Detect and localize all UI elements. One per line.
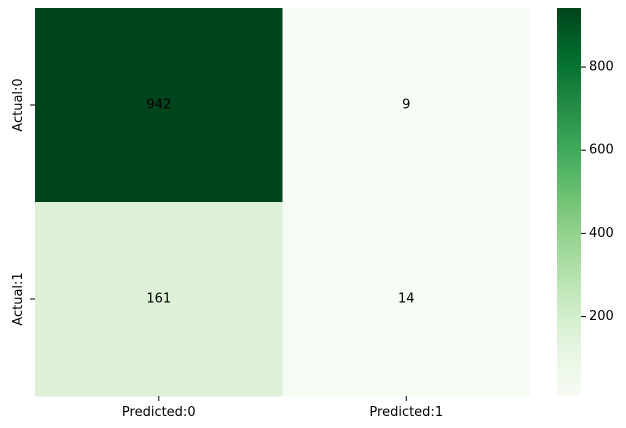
cell-1-0: [35, 202, 283, 397]
x-tick-label-1: Predicted:1: [369, 405, 443, 420]
colorbar-tick-label-0: 200: [589, 309, 614, 324]
colorbar-tick-label-3: 800: [589, 60, 614, 75]
colorbar-gradient: [557, 8, 581, 396]
heatmap-cells: [35, 8, 531, 397]
cell-1-1: [282, 202, 531, 397]
colorbar-tick-label-2: 600: [589, 143, 614, 158]
x-tick-label-0: Predicted:0: [122, 405, 196, 420]
cell-annotations: 942 9 161 14: [146, 98, 414, 307]
cell-0-0: [35, 8, 283, 203]
colorbar-tick-label-1: 400: [589, 226, 614, 241]
y-tick-label-0: Actual:0: [11, 78, 26, 131]
y-axis: Actual:0 Actual:1: [11, 78, 35, 326]
cell-0-1: [282, 8, 531, 203]
annotation-1-0: 161: [146, 292, 171, 307]
annotation-0-1: 9: [402, 98, 410, 113]
annotation-0-0: 942: [146, 98, 171, 113]
y-tick-label-1: Actual:1: [11, 272, 26, 325]
x-axis: Predicted:0 Predicted:1: [122, 396, 443, 420]
annotation-1-1: 14: [398, 292, 415, 307]
colorbar: 200 400 600 800: [557, 8, 614, 396]
